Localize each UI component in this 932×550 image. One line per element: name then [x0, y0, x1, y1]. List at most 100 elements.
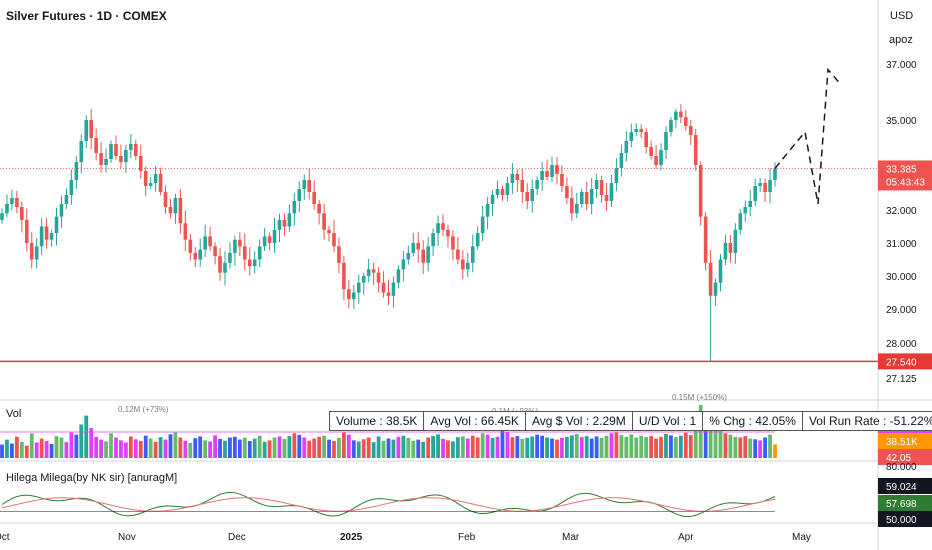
candle-body: [406, 252, 411, 260]
stat-vol-run-rate: Vol Run Rate : -51.22%: [801, 411, 932, 431]
volume-bar: [44, 441, 49, 458]
volume-bar: [0, 444, 4, 458]
volume-pane-label[interactable]: Vol: [6, 408, 22, 420]
candle-body: [684, 117, 688, 126]
candle-body: [24, 219, 29, 243]
candle-body: [114, 144, 118, 156]
volume-bar: [436, 434, 440, 458]
candle-body: [208, 236, 212, 247]
volume-bar: [128, 436, 133, 458]
candle-body: [59, 204, 64, 217]
candle-body: [574, 204, 579, 214]
candle-body: [371, 269, 376, 273]
candle-body: [728, 243, 733, 253]
volume-bar: [267, 440, 272, 458]
x-tick-label: Dec: [228, 532, 246, 543]
candle-body: [183, 223, 188, 240]
volume-bar: [525, 437, 530, 458]
volume-bar: [520, 438, 525, 458]
candle-body: [203, 236, 207, 250]
candle-body: [337, 246, 341, 263]
candle-body: [332, 233, 336, 247]
volume-bar: [208, 441, 213, 458]
volume-bar: [639, 435, 644, 458]
candle-body: [490, 195, 495, 204]
candle-body: [243, 246, 247, 260]
candle-body: [29, 243, 34, 260]
candle-body: [748, 201, 753, 207]
candle-body: [69, 180, 74, 195]
volume-bar: [99, 439, 104, 458]
volume-bar: [371, 442, 376, 458]
x-tick-label: Feb: [458, 532, 476, 543]
volume-bar: [550, 438, 554, 458]
candle-body: [198, 249, 203, 260]
volume-bar: [401, 435, 406, 458]
candle-body: [604, 195, 609, 201]
candle-body: [252, 259, 257, 267]
candle-body: [277, 219, 282, 230]
volume-bar: [718, 430, 723, 458]
volume-bar: [287, 436, 292, 458]
volume-bar: [302, 437, 307, 458]
candle-body: [579, 192, 584, 204]
candle-body: [327, 229, 331, 234]
candle-body: [584, 192, 589, 204]
candle-body: [376, 272, 381, 283]
candle-body: [302, 180, 307, 189]
candle-body: [565, 186, 569, 198]
candle-body: [718, 259, 723, 283]
candle-body: [436, 223, 440, 234]
volume-bar: [698, 405, 703, 458]
volume-bar: [277, 436, 282, 458]
candle-body: [228, 252, 232, 263]
candle-body: [495, 189, 500, 195]
volume-bar: [396, 436, 401, 458]
candle-body: [361, 276, 366, 283]
x-tick-label: 2025: [340, 532, 363, 543]
volume-bar: [441, 438, 445, 458]
candle-body: [44, 226, 49, 240]
volume-bar: [104, 441, 108, 458]
candle-body: [698, 165, 703, 217]
volume-bar: [411, 440, 416, 458]
candle-body: [173, 198, 178, 214]
candle-body: [163, 192, 168, 207]
oscillator-pane-label[interactable]: Hilega Milega(by NK sir) [anuragM]: [6, 472, 178, 484]
volume-bar: [247, 441, 252, 458]
volume-bar: [203, 440, 208, 458]
candle-body: [347, 289, 351, 300]
volume-bar: [114, 437, 118, 458]
oscillator-scale-badge: [878, 495, 932, 511]
support-price-label: 27.540: [886, 357, 917, 368]
candle-body: [391, 282, 396, 296]
volume-bar: [133, 439, 138, 458]
volume-scale-badge: [878, 433, 932, 449]
volume-bar: [406, 437, 411, 458]
volume-bar: [34, 442, 39, 458]
volume-bar: [564, 436, 569, 458]
candle-body: [624, 141, 629, 153]
volume-bar: [223, 440, 227, 458]
volume-bar: [49, 443, 54, 458]
candle-body: [540, 171, 544, 180]
y-tick-label: 37.000: [886, 60, 917, 71]
candle-body: [674, 111, 678, 120]
candle-body: [49, 233, 54, 240]
volume-bar: [366, 437, 371, 458]
oscillator-scale-label: 59.024: [886, 482, 917, 493]
volume-bar: [297, 435, 302, 458]
candle-body: [634, 129, 639, 132]
currency-label[interactable]: USD: [890, 10, 914, 22]
candle-body: [654, 156, 658, 165]
volume-bar: [327, 439, 331, 458]
candle-body: [262, 236, 267, 247]
volume-bar: [569, 435, 574, 458]
volume-bar: [54, 436, 59, 458]
scale-mode-button[interactable]: apoz: [889, 34, 913, 46]
candle-body: [649, 147, 653, 156]
candle-body: [188, 239, 193, 253]
volume-bar: [485, 434, 490, 458]
volume-bar: [79, 424, 84, 458]
